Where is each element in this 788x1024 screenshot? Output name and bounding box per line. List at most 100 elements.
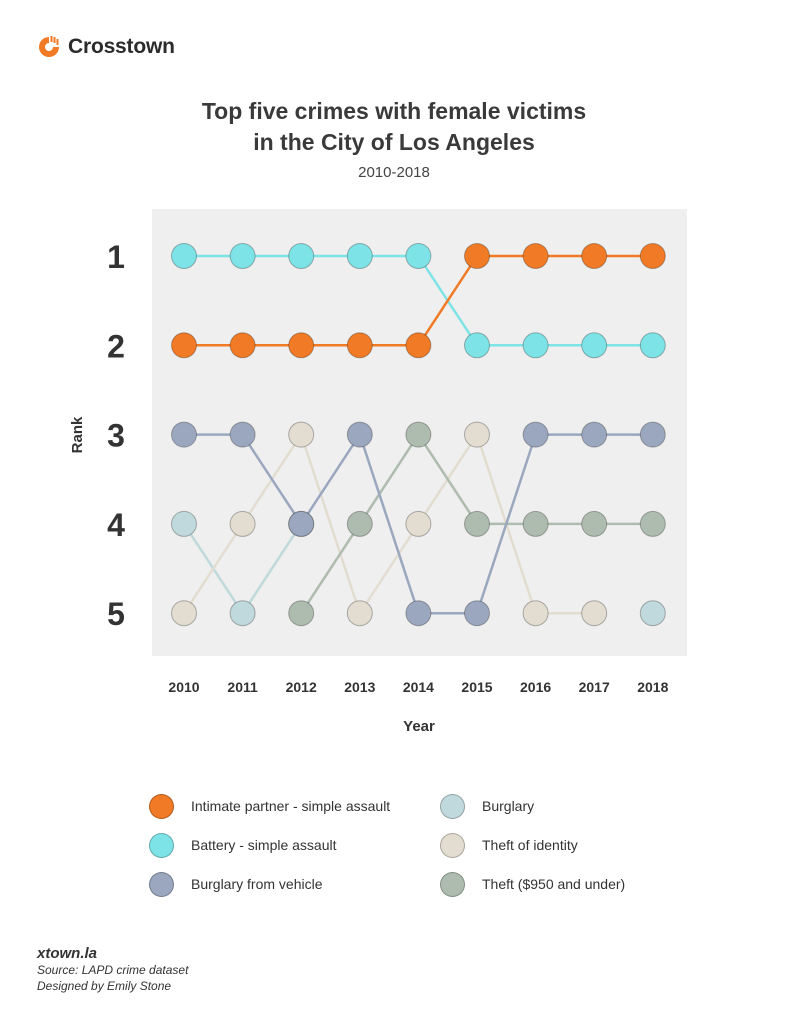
footer: xtown.la Source: LAPD crime dataset Desi…: [37, 945, 188, 994]
data-point: [171, 421, 197, 448]
data-point: [581, 600, 608, 627]
data-point: [581, 332, 608, 359]
legend-label: Theft ($950 and under): [482, 876, 626, 892]
legend-label: Intimate partner - simple assault: [191, 798, 391, 814]
data-point: [229, 600, 256, 627]
x-axis-label: Year: [403, 718, 435, 735]
data-point: [581, 243, 608, 269]
series-line-segment: [417, 255, 479, 346]
data-point: [464, 243, 490, 269]
series-line-segment: [358, 523, 420, 614]
data-point: [639, 243, 666, 269]
data-point: [229, 243, 256, 269]
data-point: [288, 332, 315, 359]
legend-item: Theft ($950 and under): [440, 871, 626, 897]
data-point: [346, 600, 373, 627]
legend-item: Burglary from vehicle: [149, 871, 323, 897]
data-point: [288, 600, 315, 627]
series-line-segment: [475, 434, 537, 614]
y-tick-label: 2: [107, 328, 125, 364]
footer-source: Source: LAPD crime dataset: [37, 963, 189, 977]
rank-chart: 1 2 3 4 5 Rank 2010 2011 2012 2013 2014 2015 2016 201…: [69, 209, 687, 735]
brand-name: Crosstown: [68, 35, 175, 58]
chart-title-line-1: Top five crimes with female victims: [201, 98, 587, 124]
legend-swatch: [440, 832, 465, 858]
series-line-segment: [300, 433, 361, 525]
data-point: [639, 510, 666, 537]
data-point: [288, 243, 315, 269]
footer-site[interactable]: xtown.la: [37, 945, 98, 962]
data-point: [522, 243, 549, 269]
chart-subtitle: 2010-2018: [358, 164, 430, 181]
data-point: [346, 421, 373, 448]
series-line-segment: [417, 433, 479, 525]
x-tick-label: 2015: [461, 679, 492, 695]
data-point: [405, 243, 432, 269]
x-tick-label: 2016: [520, 679, 551, 695]
data-point: [639, 600, 666, 627]
x-tick-label: 2014: [403, 679, 434, 695]
x-tick-label: 2010: [168, 679, 199, 695]
chart-title-line-2: in the City of Los Angeles: [253, 129, 535, 155]
legend-swatch: [440, 793, 465, 819]
x-tick-label: 2013: [344, 679, 375, 695]
y-tick-label: 5: [107, 596, 125, 632]
x-tick-label: 2012: [286, 679, 317, 695]
data-point: [639, 421, 666, 448]
data-point: [581, 421, 608, 448]
data-point: [522, 421, 549, 448]
data-point: [405, 332, 432, 359]
data-point: [522, 332, 549, 359]
series-line-segment: [358, 434, 420, 614]
brand-logo[interactable]: Crosstown: [36, 34, 175, 60]
data-point: [346, 243, 373, 269]
y-tick-label: 3: [107, 418, 125, 454]
x-tick-label: 2018: [637, 679, 668, 695]
chart-title: Top five crimes with female victims in t…: [0, 96, 788, 158]
data-point: [229, 421, 256, 448]
x-tick-label: 2017: [579, 679, 610, 695]
data-point: [346, 510, 373, 537]
x-tick-label: 2011: [227, 679, 258, 695]
legend-label: Battery - simple assault: [191, 837, 337, 853]
data-point: [229, 332, 256, 359]
data-point: [229, 510, 256, 537]
data-point: [464, 510, 490, 537]
legend-item: Theft of identity: [440, 832, 578, 858]
data-point: [405, 600, 432, 627]
data-point: [171, 243, 197, 269]
data-point: [522, 600, 549, 627]
series-line-segment: [358, 433, 420, 525]
data-point: [639, 332, 666, 359]
data-point: [171, 600, 197, 627]
footer-credit: Designed by Emily Stone: [37, 979, 172, 993]
data-point: [464, 600, 490, 627]
crosstown-logo-icon: [39, 36, 59, 57]
data-point: [171, 332, 197, 359]
data-point: [464, 421, 490, 448]
y-axis-label: Rank: [69, 416, 86, 453]
legend-label: Theft of identity: [482, 837, 578, 853]
legend-item: Intimate partner - simple assault: [149, 793, 391, 819]
legend-label: Burglary: [482, 798, 535, 814]
series-line-segment: [182, 523, 244, 614]
y-tick-label: 1: [107, 239, 125, 275]
series-line-segment: [241, 523, 303, 614]
legend-item: Burglary: [440, 793, 535, 819]
data-point: [405, 421, 432, 448]
legend-item: Battery - simple assault: [149, 832, 337, 858]
legend-swatch: [149, 832, 174, 858]
y-tick-label: 4: [107, 507, 125, 543]
data-point: [346, 332, 373, 359]
legend-label: Burglary from vehicle: [191, 876, 323, 892]
data-point: [522, 510, 549, 537]
data-point: [288, 510, 315, 537]
series-line-segment: [241, 433, 303, 525]
legend-swatch: [440, 871, 465, 897]
legend-swatch: [149, 793, 174, 819]
data-point: [288, 421, 315, 448]
series-line-segment: [300, 523, 361, 614]
data-point: [464, 332, 490, 359]
series-line-segment: [300, 434, 361, 614]
